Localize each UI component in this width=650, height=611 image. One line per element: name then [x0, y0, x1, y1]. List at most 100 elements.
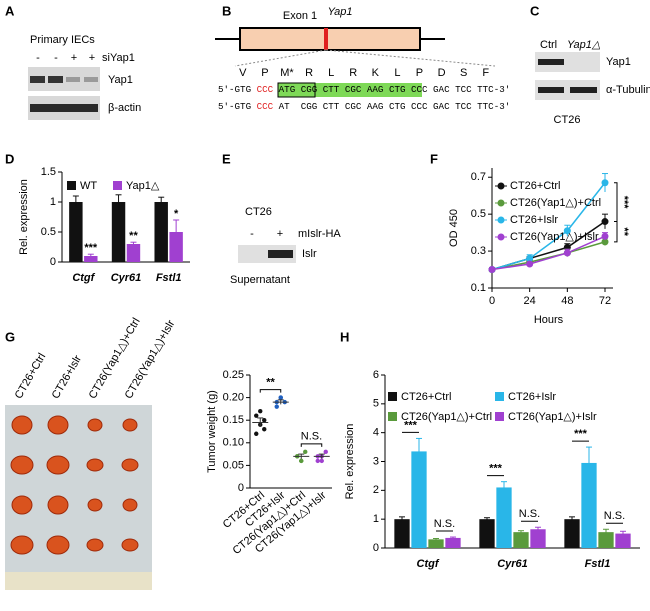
significance: **: [618, 227, 630, 236]
point: [278, 395, 283, 400]
amino-acid: D: [438, 67, 446, 79]
panel-label: A: [5, 3, 15, 18]
tumor-photo: [5, 405, 152, 590]
x-tick-label: Cyr61: [111, 272, 142, 284]
line: [491, 235, 606, 271]
sequence-segment: CCC: [257, 84, 274, 95]
blot-label: α-Tubulin: [606, 84, 650, 96]
tumor: [10, 535, 34, 555]
bar: [111, 202, 126, 262]
legend-label: CT26(Yap1△)+Ctrl: [510, 197, 601, 209]
pam-box: [277, 82, 316, 98]
bar: [581, 462, 597, 548]
y-axis-label: Tumor weight (g): [206, 390, 218, 473]
band: [30, 76, 45, 83]
x-tick-label: 24: [524, 295, 536, 307]
x-tick-label: 72: [599, 295, 611, 307]
x-tick-label: Ctgf: [417, 558, 440, 570]
point: [319, 458, 324, 464]
y-tick-label: 0.5: [471, 208, 486, 220]
marker: [526, 260, 534, 268]
blot-label: Islr: [302, 248, 317, 260]
significance: ***: [618, 196, 630, 210]
amino-acid: M*: [280, 67, 294, 79]
y-tick-label: 1: [50, 196, 56, 208]
significance: **: [129, 230, 138, 242]
bar: [428, 539, 444, 548]
x-tick-label: 48: [561, 295, 573, 307]
legend-label: CT26+Islr: [508, 391, 556, 403]
bar: [615, 533, 631, 548]
blot-label: β-actin: [108, 102, 141, 114]
bar: [394, 519, 410, 548]
bar: [513, 532, 529, 548]
point: [254, 413, 259, 418]
tumor: [87, 418, 103, 432]
y-tick-label: 1: [373, 513, 379, 525]
tumor: [11, 495, 33, 515]
marker: [563, 227, 571, 235]
tumor: [46, 455, 70, 475]
point: [303, 449, 308, 455]
panel-label: E: [222, 151, 231, 166]
legend-marker: [497, 233, 505, 241]
tumor: [121, 458, 139, 472]
sgrna-highlight: [278, 83, 422, 97]
panel-label: H: [340, 329, 349, 344]
amino-acid: K: [372, 67, 380, 79]
significance: ***: [84, 242, 98, 254]
bar: [598, 532, 614, 548]
cell-line: CT26: [245, 206, 272, 218]
sequence-segment: 5'-GTG: [218, 101, 257, 112]
gene-name: Yap1: [328, 6, 353, 18]
tumor: [46, 535, 70, 555]
y-tick-label: 0.05: [223, 459, 244, 471]
marker: [601, 218, 609, 226]
y-tick-label: 0.15: [223, 414, 244, 426]
lane-sign: -: [250, 228, 254, 240]
cell-line: CT26: [554, 114, 581, 126]
bar: [411, 451, 427, 548]
bar: [69, 202, 83, 262]
significance: **: [266, 377, 275, 389]
marker: [601, 179, 609, 187]
significance: N.S.: [434, 518, 455, 530]
blot-label: Yap1: [108, 74, 133, 86]
x-tick-label: 0: [489, 295, 495, 307]
x-tick-label: Ctgf: [72, 272, 95, 284]
x-tick-label: Fstl1: [585, 558, 611, 570]
point: [258, 408, 263, 414]
amino-acid: L: [394, 67, 400, 79]
exon: [239, 27, 421, 51]
marker: [563, 249, 571, 257]
line: [491, 241, 606, 271]
band: [30, 104, 98, 112]
legend-swatch: [388, 392, 397, 401]
bar: [154, 202, 168, 262]
blot-label: Yap1: [606, 56, 631, 68]
legend-label: CT26(Yap1△)+Islr: [508, 411, 597, 423]
legend-swatch: [495, 392, 504, 401]
marker: [601, 238, 609, 246]
tumor: [86, 458, 104, 472]
tumor: [11, 415, 33, 435]
exon-label: Exon 1: [283, 10, 317, 22]
amino-acid: P: [261, 67, 268, 79]
lane-label: Ctrl: [540, 39, 557, 51]
point: [262, 418, 267, 423]
bar: [496, 487, 512, 548]
legend-swatch: [495, 412, 504, 421]
tumor: [122, 498, 138, 512]
bar: [126, 244, 141, 262]
legend-label: CT26(Yap1△)+Ctrl: [401, 411, 492, 423]
y-tick-label: 2: [373, 484, 379, 496]
legend-swatch: [67, 181, 76, 190]
lane-sign: +: [89, 52, 95, 64]
legend-marker: [497, 199, 505, 207]
legend-label: Yap1△: [126, 180, 160, 192]
legend-label: CT26+Ctrl: [401, 391, 451, 403]
group-label: CT26+Ctrl: [13, 351, 49, 401]
tumor: [87, 498, 103, 512]
legend-label: CT26(Yap1△)+Islr: [510, 231, 599, 243]
